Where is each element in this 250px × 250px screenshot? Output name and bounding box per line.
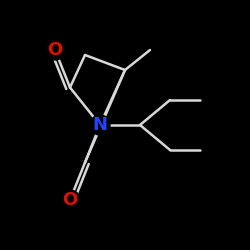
Text: N: N [92, 116, 108, 134]
Text: O: O [48, 41, 62, 59]
Circle shape [90, 115, 110, 135]
Text: O: O [62, 191, 78, 209]
Circle shape [45, 40, 65, 60]
Circle shape [60, 190, 80, 210]
